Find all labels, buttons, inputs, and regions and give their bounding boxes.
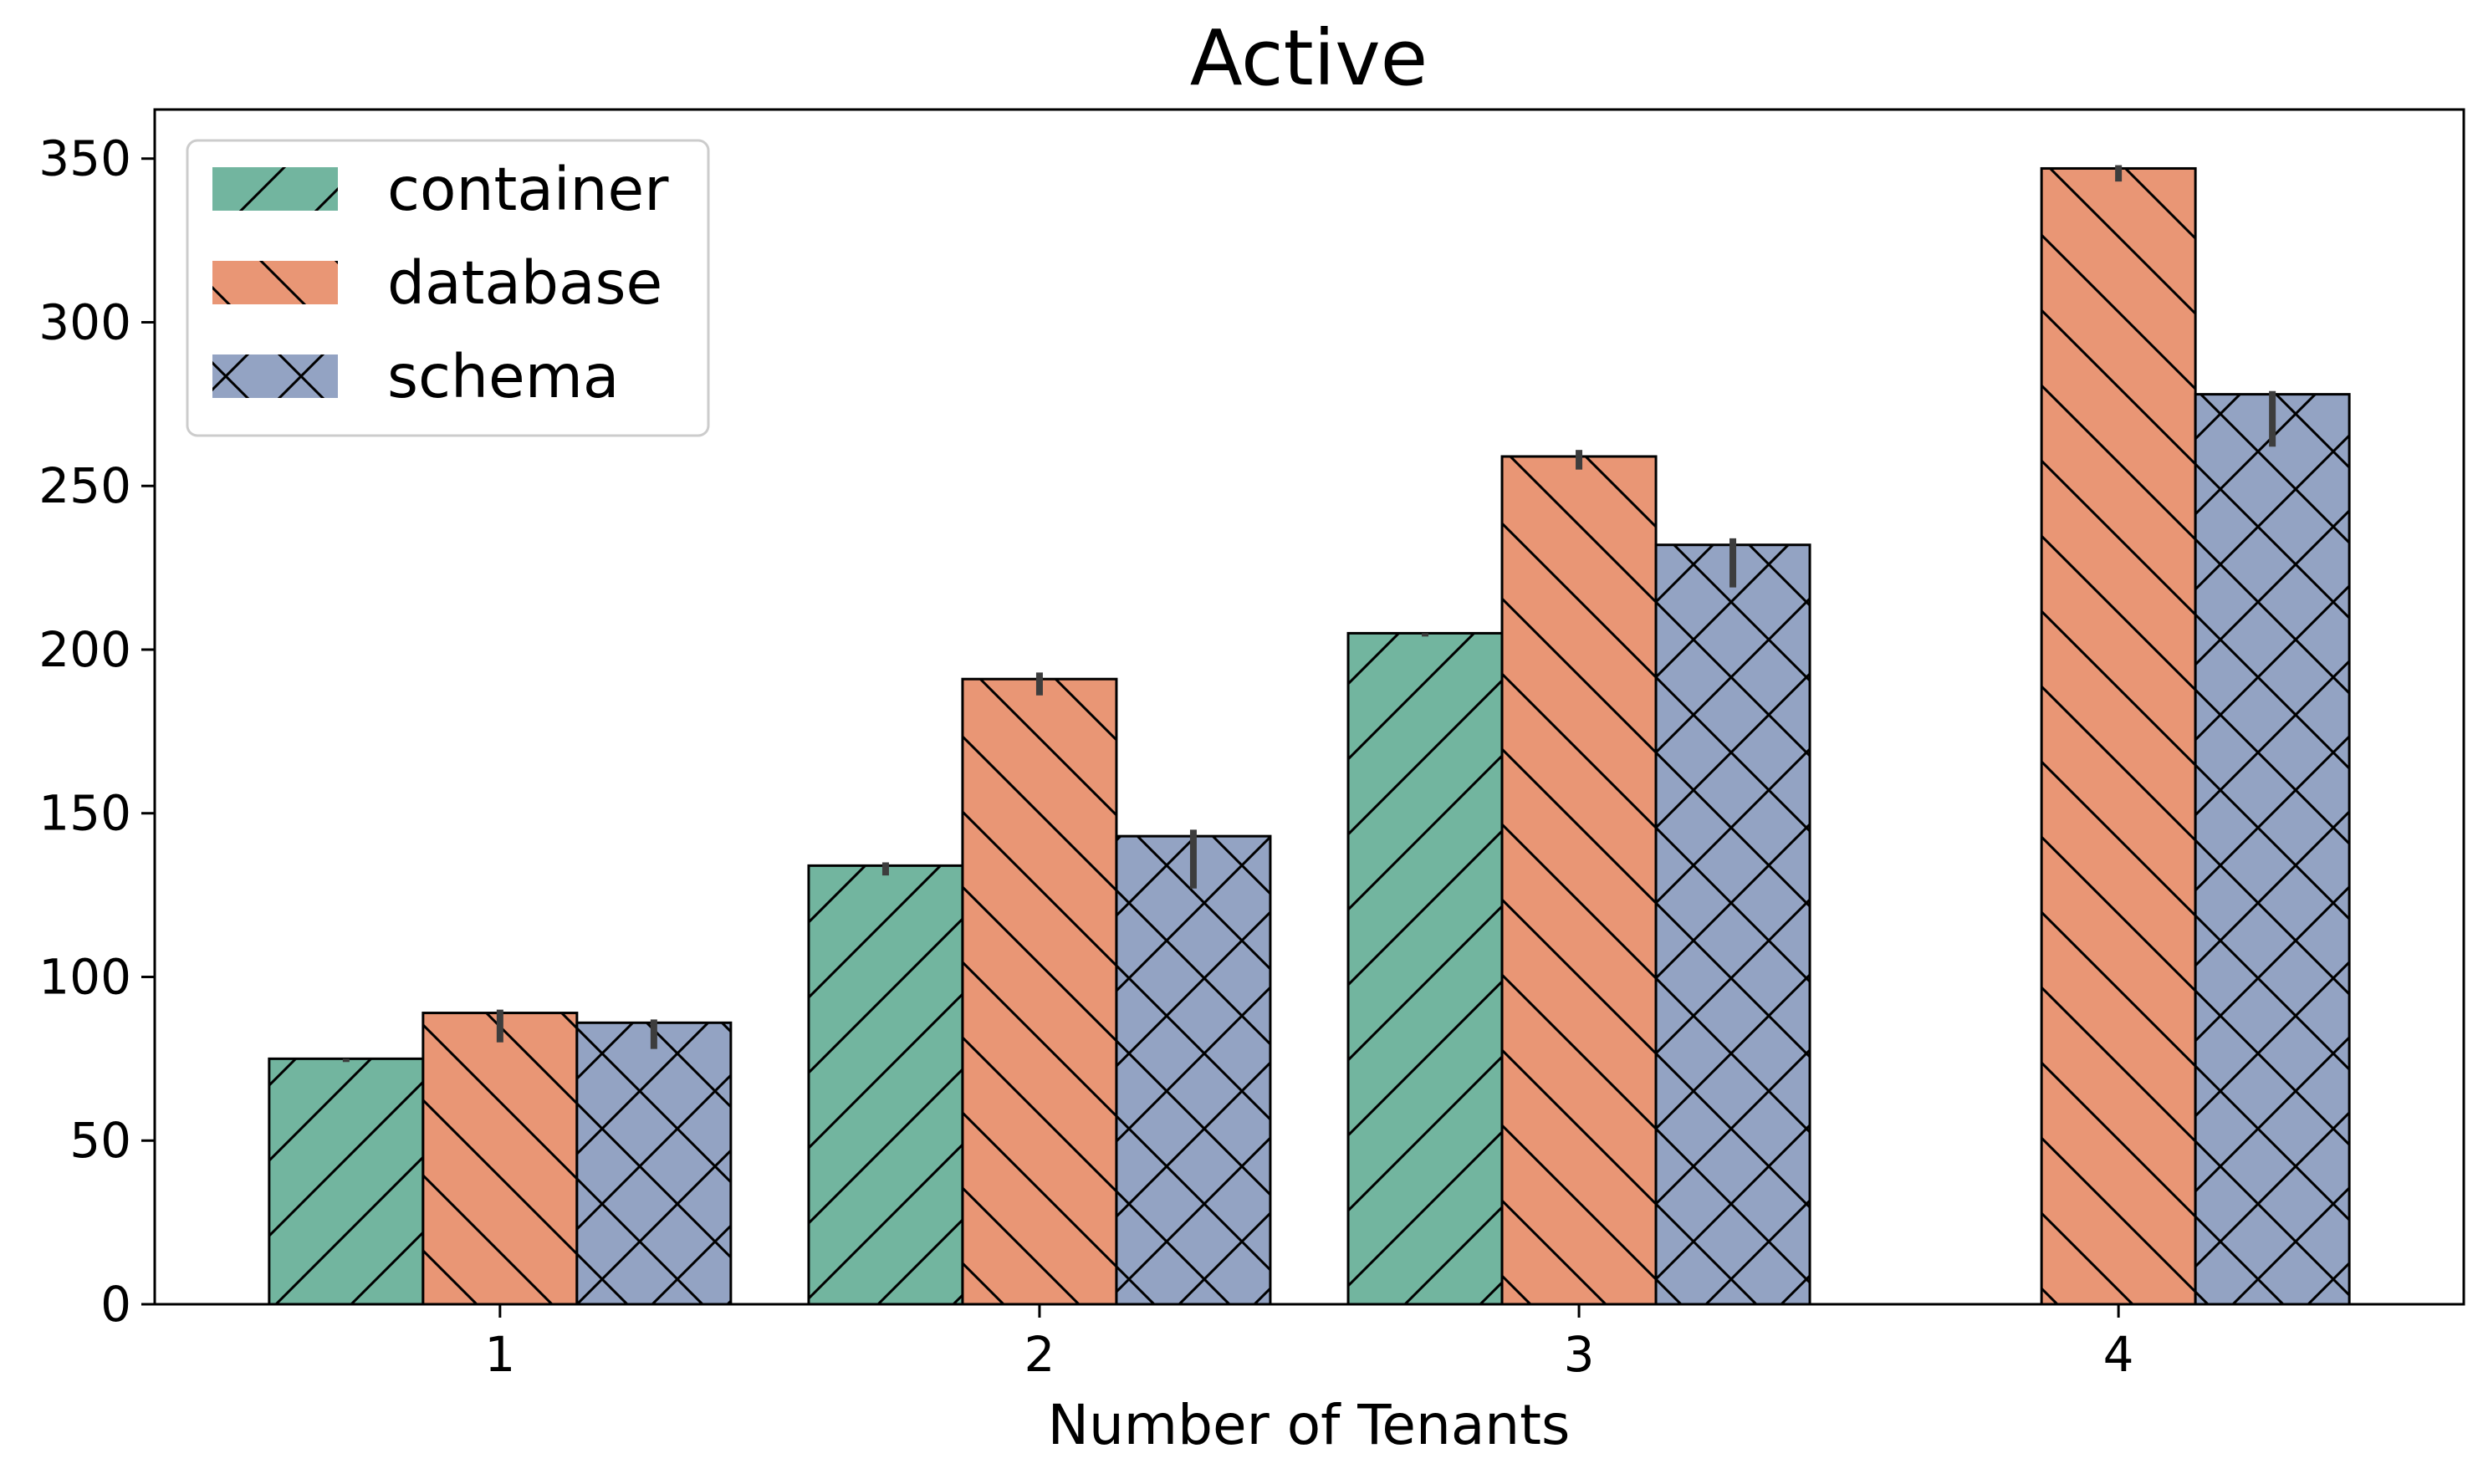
legend-item-container: container xyxy=(212,155,669,224)
x-axis-label: Number of Tenants xyxy=(1048,1393,1571,1457)
y-tick-label: 0 xyxy=(100,1276,131,1333)
bar-schema-4 xyxy=(2194,393,2351,1306)
legend-item-schema: schema xyxy=(212,342,619,411)
x-tick-label: 2 xyxy=(1024,1326,1055,1383)
y-tick-label: 50 xyxy=(69,1112,131,1169)
legend: container database schema xyxy=(186,139,710,437)
bar-container-3 xyxy=(1346,631,1504,1306)
x-tick-label: 4 xyxy=(2103,1326,2134,1383)
legend-label: database xyxy=(387,248,662,318)
y-tick-label: 300 xyxy=(38,293,131,350)
bar-schema-3 xyxy=(1654,543,1811,1306)
plot-area-frame xyxy=(153,108,2465,1306)
bar-database-4 xyxy=(2040,166,2197,1306)
legend-item-database: database xyxy=(212,248,662,318)
y-tick-label: 100 xyxy=(38,948,131,1005)
bar-schema-1 xyxy=(575,1021,733,1306)
x-tick-label: 1 xyxy=(484,1326,515,1383)
y-tick-label: 250 xyxy=(38,457,131,514)
bar-database-1 xyxy=(421,1012,579,1306)
chart-title: Active xyxy=(1190,13,1428,103)
bar-database-2 xyxy=(961,677,1118,1306)
legend-label: schema xyxy=(387,342,619,411)
bar-database-3 xyxy=(1500,455,1658,1306)
bar-container-2 xyxy=(807,864,964,1306)
y-tick-label: 150 xyxy=(38,785,131,842)
x-tick-label: 3 xyxy=(1564,1326,1595,1383)
legend-label: container xyxy=(387,155,669,224)
y-tick-label: 200 xyxy=(38,621,131,678)
bar-container-1 xyxy=(268,1057,425,1306)
bar-schema-2 xyxy=(1115,834,1272,1306)
y-tick-label: 350 xyxy=(38,130,131,187)
